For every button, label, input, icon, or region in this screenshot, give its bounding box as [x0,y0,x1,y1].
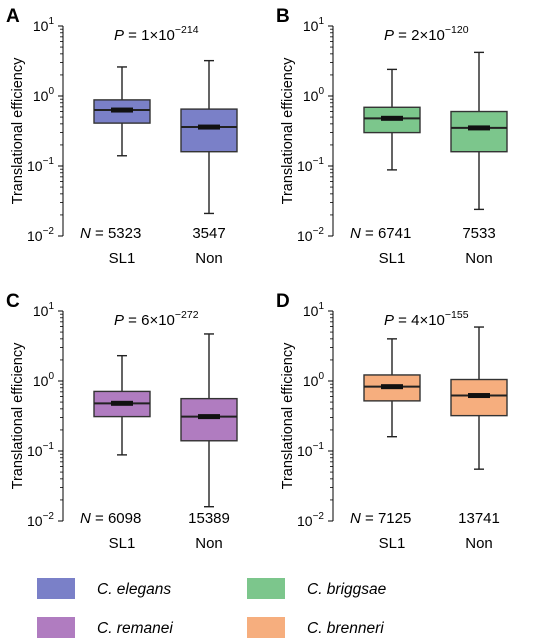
y-axis-label: Translational efficiency [10,57,26,204]
box-non [450,51,508,211]
y-tick-label: 10−2 [27,226,54,244]
y-tick-label: 101 [303,16,325,34]
n-count-sl1: N = 7125 [350,510,411,527]
legend-swatch [37,617,75,638]
legend-swatch [247,578,285,599]
x-tick-label-sl1: SL1 [379,535,406,552]
panel-label: C [6,291,20,312]
n-count-non: 3547 [192,225,225,242]
median-marker [198,124,220,130]
box-non [450,326,508,470]
x-tick-label-non: Non [465,535,493,552]
n-count-non: 13741 [458,510,500,527]
x-tick-label-sl1: SL1 [379,250,406,267]
legend-label: C. briggsae [307,581,387,598]
p-value-label: P = 6×10−272 [114,309,199,329]
p-value-label: P = 2×10−120 [384,24,469,44]
box-sl1 [93,354,151,456]
p-value-label: P = 4×10−155 [384,309,469,329]
y-axis-label: Translational efficiency [10,342,26,489]
panel-c: C Translational efficiency 101 100 10−1 10−2 P… [6,291,238,552]
y-tick-label: 10−2 [297,511,324,529]
panel-b: B Translational efficiency 101 100 10−1 10−2 P… [276,6,508,267]
legend-item: C. remanei [37,617,173,638]
y-tick-label: 100 [33,371,55,389]
legend-swatch [37,578,75,599]
y-tick-label: 101 [303,301,325,319]
n-count-non: 15389 [188,510,230,527]
x-tick-label-non: Non [195,250,223,267]
n-count-sl1: N = 5323 [80,225,141,242]
median-marker [111,400,133,406]
x-tick-label-non: Non [195,535,223,552]
y-tick-label: 101 [33,16,55,34]
box-sl1 [93,66,151,157]
legend-label: C. brenneri [307,620,384,637]
panel-label: D [276,291,290,312]
box-non [180,333,238,508]
n-count-sl1: N = 6741 [350,225,411,242]
median-marker [111,107,133,113]
n-count-sl1: N = 6098 [80,510,141,527]
y-tick-label: 10−2 [297,226,324,244]
iqr-box [450,110,508,153]
median-marker [468,125,490,131]
legend-swatch [247,617,285,638]
n-count-non: 7533 [462,225,495,242]
y-tick-label: 10−1 [297,441,324,459]
panel-label: B [276,6,290,27]
y-tick-label: 100 [303,86,325,104]
legend: C. elegans C. briggsae C. remanei C. brenne… [37,578,387,638]
legend-label: C. elegans [97,581,171,598]
p-value-label: P = 1×10−214 [114,24,199,44]
box-sl1 [363,68,421,171]
legend-label: C. remanei [97,620,173,637]
median-marker [468,393,490,399]
x-tick-label-non: Non [465,250,493,267]
x-tick-label-sl1: SL1 [109,250,136,267]
median-marker [381,384,403,390]
y-tick-label: 10−2 [27,511,54,529]
legend-item: C. briggsae [247,578,387,599]
median-marker [381,115,403,121]
box-sl1 [363,338,421,438]
y-axis-label: Translational efficiency [280,57,296,204]
y-tick-label: 100 [33,86,55,104]
y-tick-label: 100 [303,371,325,389]
iqr-box [180,108,238,153]
panel-d: D Translational efficiency 101 100 10−1 10−2 P… [276,291,508,552]
y-axis-label: Translational efficiency [280,342,296,489]
y-tick-label: 10−1 [27,156,54,174]
panel-label: A [6,6,20,27]
legend-item: C. elegans [37,578,171,599]
legend-item: C. brenneri [247,617,384,638]
iqr-box [180,397,238,442]
y-tick-label: 10−1 [27,441,54,459]
y-tick-label: 10−1 [297,156,324,174]
y-tick-label: 101 [33,301,55,319]
x-tick-label-sl1: SL1 [109,535,136,552]
median-marker [198,414,220,420]
panel-a: A Translational efficiency 101 100 10−1 10−2 P… [6,6,238,267]
box-non [180,59,238,215]
